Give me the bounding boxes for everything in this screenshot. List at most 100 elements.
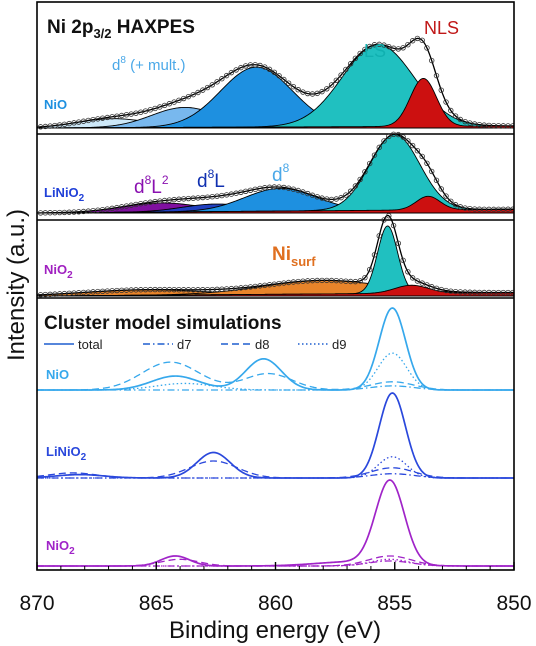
data-point-NiO	[362, 46, 368, 53]
annotation-d8: d8	[272, 161, 290, 186]
data-point-NiO	[352, 55, 359, 62]
data-point-LiNiO2	[510, 206, 514, 212]
data-point-NiO	[452, 113, 459, 119]
data-point-LiNiO2	[386, 133, 392, 140]
data-point-NiO	[386, 43, 392, 50]
data-point-NiO	[319, 88, 325, 95]
data-point-LiNiO2	[376, 144, 382, 151]
sim-curve-LiNiO2-d9	[37, 456, 514, 479]
sim-curve-LiNiO2-total	[37, 392, 514, 479]
sim-label-NiO: NiO	[46, 367, 69, 382]
fit-envelope-LiNiO2	[37, 133, 514, 214]
data-point-NiO	[276, 73, 282, 79]
data-point-NiO	[433, 72, 440, 79]
sim-curve-NiO-d8	[37, 361, 514, 391]
data-point-NiO	[152, 105, 158, 112]
annotation-d8L: d8L	[197, 167, 225, 192]
data-point-LiNiO2	[443, 193, 449, 199]
sim-curve-NiO-total	[37, 307, 514, 391]
annotation-nisurf: Nisurf	[272, 244, 316, 269]
legend-label-d8: d8	[255, 337, 269, 352]
data-point-NiO	[324, 86, 330, 92]
data-point-NiO	[338, 72, 344, 78]
data-point-NiO	[438, 87, 444, 93]
data-point-NiO	[195, 89, 201, 96]
data-point-LiNiO2	[424, 160, 430, 166]
data-point-LiNiO2	[352, 183, 359, 189]
data-point-NiO2	[405, 269, 411, 275]
data-point-NiO	[257, 62, 263, 69]
data-point-NiO	[209, 82, 215, 88]
data-point-NiO	[510, 123, 514, 129]
data-point-NiO	[223, 72, 230, 79]
data-point-NiO	[157, 104, 163, 110]
data-point-LiNiO2	[309, 192, 316, 198]
data-point-LiNiO2	[414, 147, 421, 154]
data-point-NiO2	[400, 257, 406, 264]
x-tick-label: 860	[258, 592, 293, 615]
data-point-NiO	[176, 97, 182, 104]
data-point-NiO	[238, 64, 244, 71]
data-point-NiO	[429, 57, 435, 64]
data-point-NiO	[281, 76, 287, 83]
data-point-LiNiO2	[452, 202, 459, 208]
data-point-LiNiO2	[457, 204, 464, 210]
data-point-NiO2	[424, 282, 430, 288]
data-point-NiO	[285, 80, 292, 86]
data-point-LiNiO2	[362, 169, 368, 175]
x-tick-label: 865	[139, 592, 174, 615]
data-point-NiO2	[414, 278, 421, 284]
data-point-NiO	[171, 99, 177, 105]
sim-curve-NiO2-total	[37, 479, 514, 567]
data-point-NiO2	[362, 274, 368, 281]
data-point-NiO	[166, 101, 173, 107]
data-point-NiO	[138, 109, 144, 115]
data-point-LiNiO2	[448, 198, 454, 205]
sim-label-LiNiO2: LiNiO2	[46, 444, 87, 463]
data-point-LiNiO2	[338, 194, 344, 201]
data-point-NiO	[180, 95, 187, 102]
plot-area	[37, 35, 514, 567]
data-point-NiO	[200, 87, 206, 93]
data-point-LiNiO2	[343, 192, 349, 198]
x-axis: 870 865 860 855 850	[19, 562, 532, 615]
data-point-NiO2	[381, 217, 387, 223]
data-point-NiO	[448, 107, 454, 114]
data-point-LiNiO2	[433, 177, 440, 184]
data-point-NiO	[381, 42, 387, 48]
data-point-LiNiO2	[314, 194, 320, 200]
fit-envelope-NiO	[37, 37, 514, 128]
data-point-NiO	[409, 38, 416, 44]
data-point-LiNiO2	[347, 188, 354, 194]
fit-component-LiNiO2-NLS	[37, 195, 514, 214]
annotation-ls: LS	[364, 41, 386, 61]
data-point-NiO	[295, 87, 301, 93]
data-point-NiO2	[429, 284, 435, 290]
data-point-NiO	[443, 99, 449, 105]
data-point-NiO	[328, 82, 335, 88]
data-point-NiO	[347, 61, 354, 67]
data-point-NiO	[314, 90, 320, 97]
data-point-NiO	[343, 66, 349, 73]
panel-label-nio2: NiO2	[44, 262, 73, 281]
data-point-NiO	[419, 37, 425, 44]
sim-curve-NiO-d9	[37, 352, 514, 391]
x-axis-title: Binding energy (eV)	[169, 617, 381, 644]
data-point-NiO	[405, 41, 411, 48]
x-tick-label: 850	[496, 592, 531, 615]
data-point-NiO	[414, 35, 421, 42]
data-point-NiO	[219, 76, 225, 82]
data-point-LiNiO2	[333, 196, 340, 202]
data-point-NiO	[266, 66, 273, 73]
sim-label-NiO2: NiO2	[46, 538, 75, 557]
data-point-NiO	[262, 64, 268, 70]
data-point-NiO2	[386, 213, 392, 219]
data-point-NiO2	[367, 266, 373, 273]
data-point-NiO	[147, 107, 153, 113]
data-point-NiO	[233, 67, 239, 73]
data-point-NiO2	[409, 275, 416, 281]
data-point-NiO2	[390, 222, 397, 229]
data-point-NiO	[214, 79, 220, 85]
data-point-LiNiO2	[295, 187, 301, 194]
